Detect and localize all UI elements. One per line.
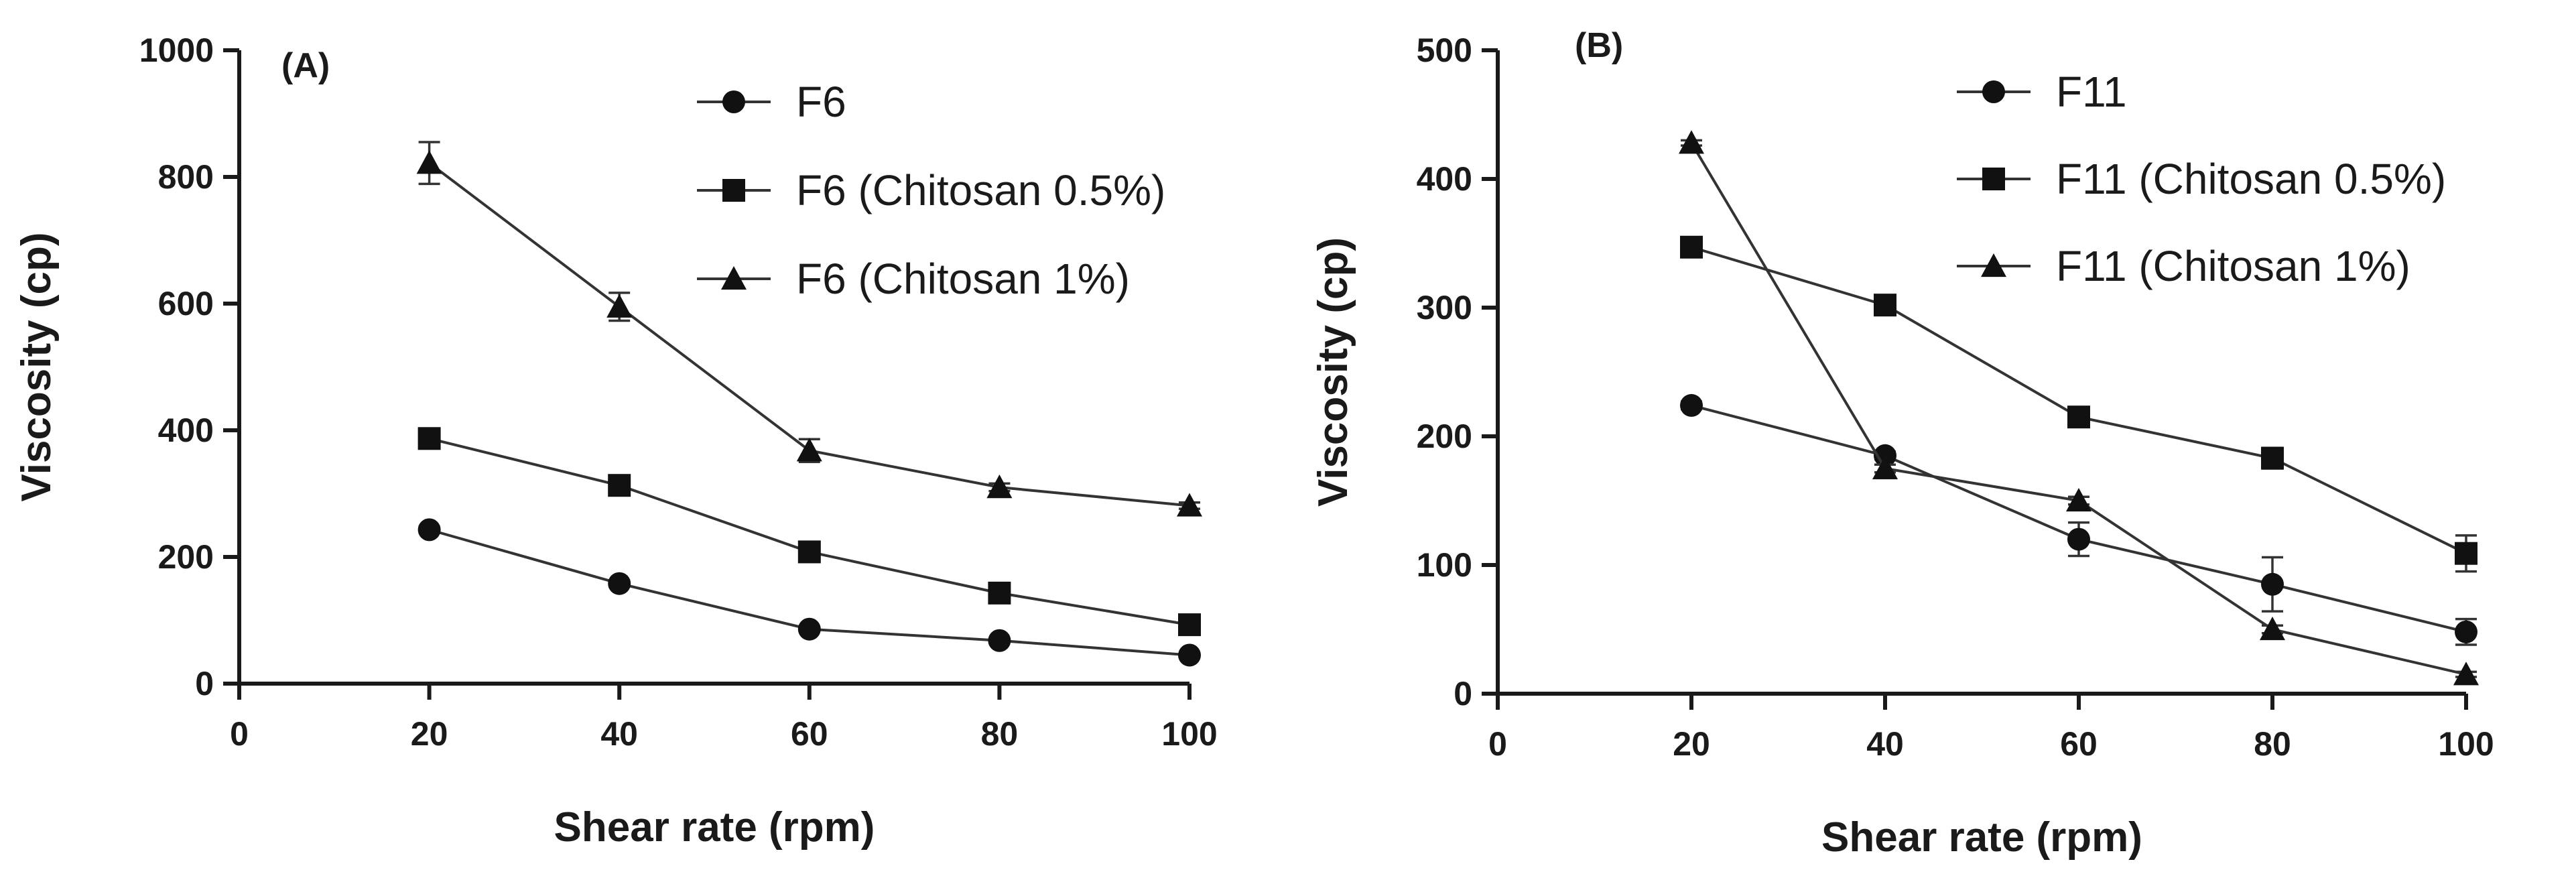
x-tick-label: 60: [2060, 725, 2098, 763]
x-tick-label: 40: [600, 715, 638, 753]
x-tick-label: 0: [1488, 725, 1507, 763]
data-point: [988, 581, 1011, 605]
data-point: [2455, 620, 2477, 643]
series-square: [1680, 235, 2477, 573]
y-tick-label: 800: [158, 158, 214, 196]
legend-label: F11: [2056, 68, 2127, 116]
legend-marker: [1981, 253, 2006, 277]
panel-label: (B): [1575, 26, 1623, 65]
y-tick-label: 200: [1417, 418, 1472, 455]
series-line: [1691, 403, 2467, 633]
data-point: [2261, 572, 2284, 596]
data-point: [986, 475, 1013, 499]
chart-panel-a: 0 200 400 600 800 1000 0 20 40 60 80 100 Viscosity (…: [13, 32, 1218, 851]
y-tick-label: 400: [1417, 160, 1472, 198]
series-triangle: [416, 141, 1202, 517]
data-point: [796, 438, 822, 462]
chart-panel-b: 0 100 200 300 400 500 0 20 40 60 80 100 Viscosity (c…: [1310, 26, 2494, 861]
data-point: [1679, 130, 1704, 154]
y-axis-title: Viscosity (cp): [1310, 237, 1356, 507]
panel-label: (A): [281, 46, 330, 85]
data-point: [1680, 235, 1703, 259]
y-tick-label: 200: [158, 538, 214, 576]
series-square: [417, 427, 1201, 637]
data-point: [797, 617, 821, 641]
y-tick-label: 0: [1454, 675, 1472, 712]
y-tick-label: 1000: [139, 32, 214, 69]
x-axis-title: Shear rate (rpm): [1821, 814, 2142, 861]
x-tick-label: 40: [1866, 725, 1904, 763]
y-axis-title: Viscosity (cp): [13, 232, 60, 501]
x-tick-label: 20: [1673, 725, 1710, 763]
legend-marker: [722, 179, 745, 202]
legend-marker: [722, 90, 745, 113]
series-line: [429, 437, 1190, 627]
data-point: [608, 474, 631, 497]
data-point: [988, 629, 1011, 652]
legend-marker: [1982, 168, 2005, 190]
data-point: [2260, 617, 2285, 641]
legend-marker: [1982, 80, 2005, 103]
legend-label: F6: [796, 78, 846, 126]
data-point: [2067, 405, 2090, 429]
y-tick-label: 500: [1417, 32, 1472, 69]
y-tick-label: 600: [158, 285, 214, 322]
legend-marker: [721, 266, 747, 290]
x-axis-title: Shear rate (rpm): [554, 804, 875, 851]
data-point: [1874, 294, 1896, 317]
series-circle: [1680, 393, 2477, 646]
data-point: [417, 427, 441, 450]
data-point: [606, 294, 633, 318]
data-point: [1177, 493, 1202, 517]
y-tick-label: 300: [1417, 289, 1472, 326]
data-point: [2455, 542, 2477, 565]
data-point: [1178, 643, 1201, 667]
legend-label: F11 (Chitosan 1%): [2056, 242, 2410, 290]
x-tick-label: 100: [2438, 725, 2494, 763]
data-point: [417, 518, 441, 542]
data-point: [2067, 527, 2090, 551]
data-point: [2261, 446, 2284, 470]
data-point: [2066, 488, 2091, 512]
y-tick-label: 400: [158, 412, 214, 449]
data-point: [1178, 613, 1201, 637]
x-tick-label: 0: [230, 715, 249, 753]
data-point: [416, 150, 442, 174]
x-tick-label: 60: [791, 715, 828, 753]
data-point: [1872, 456, 1898, 480]
series-circle: [417, 518, 1201, 667]
legend-label: F6 (Chitosan 0.5%): [796, 166, 1165, 214]
y-tick-label: 100: [1417, 546, 1472, 584]
x-tick-label: 20: [411, 715, 448, 753]
x-tick-label: 80: [2254, 725, 2291, 763]
y-tick-label: 0: [195, 665, 214, 702]
data-point: [2453, 662, 2479, 686]
data-point: [608, 572, 631, 595]
data-point: [1680, 393, 1703, 417]
x-tick-label: 80: [981, 715, 1019, 753]
series-triangle: [1679, 130, 2479, 686]
legend-label: F11 (Chitosan 0.5%): [2056, 155, 2446, 203]
data-point: [797, 540, 821, 564]
legend-label: F6 (Chitosan 1%): [796, 255, 1130, 303]
x-tick-label: 100: [1161, 715, 1217, 753]
